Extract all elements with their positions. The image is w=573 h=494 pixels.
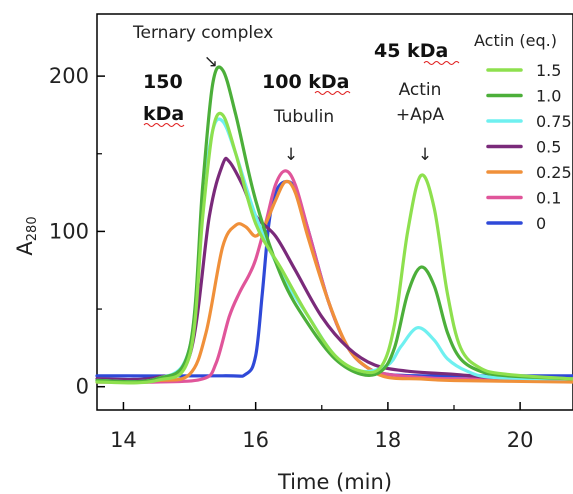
annotation-150: 150: [143, 71, 183, 93]
spellcheck-underline-1: [143, 123, 185, 127]
x-tick-label: 16: [242, 428, 269, 452]
y-tick-label: 100: [49, 219, 89, 243]
annotation-45-kda: 45 kDa: [374, 40, 448, 62]
series-line-0_1: [95, 169, 573, 384]
y-axis-title-sub: 280: [25, 216, 40, 241]
series-line-0_25: [95, 179, 573, 384]
annotation-apa: +ApA: [396, 105, 445, 125]
series-line-1_5: [95, 111, 573, 385]
legend-label: 1.5: [536, 61, 561, 80]
annotation-actin: Actin: [399, 80, 442, 100]
x-tick-label: 18: [375, 428, 402, 452]
y-axis-title: A280: [13, 216, 40, 255]
plot-frame: [96, 13, 573, 411]
annotation-ternary-complex: Ternary complex: [132, 23, 273, 43]
series-line-1_0: [95, 65, 573, 384]
spellcheck-underline-3: [423, 61, 460, 65]
y-tick-label: 0: [76, 375, 89, 399]
legend-label: 0.25: [536, 163, 572, 182]
x-tick-label: 20: [507, 428, 534, 452]
annotation-ternary-arrow: ↓: [200, 50, 224, 74]
y-axis-title-main: A: [13, 241, 37, 256]
annotation-150-kda: kDa: [143, 103, 184, 125]
legend: 1.5 1.0 0.75 0.5 0.25 0.1 0: [486, 61, 572, 233]
legend-label: 0: [536, 214, 546, 233]
legend-label: 0.5: [536, 138, 561, 157]
series-line-0_75: [95, 117, 573, 384]
annotation-100-kda: 100 kDa: [262, 71, 350, 93]
x-axis: 14 16 18 20: [110, 402, 533, 452]
legend-label: 0.1: [536, 189, 561, 208]
series-layer: [95, 65, 573, 385]
series-line-0: [95, 179, 573, 378]
spellcheck-underline-2: [314, 91, 351, 95]
series-line-0_5: [95, 156, 573, 382]
legend-label: 0.75: [536, 112, 572, 131]
x-tick-label: 14: [110, 428, 137, 452]
annotation-actin-arrow: ↓: [418, 145, 432, 165]
x-axis-title: Time (min): [277, 470, 392, 494]
y-tick-label: 200: [49, 64, 89, 88]
legend-label: 1.0: [536, 87, 561, 106]
annotation-tubulin: Tubulin: [273, 107, 334, 127]
annotation-tubulin-arrow: ↓: [284, 145, 298, 165]
y-axis: 0 100 200: [49, 64, 105, 399]
legend-title: Actin (eq.): [474, 31, 557, 50]
